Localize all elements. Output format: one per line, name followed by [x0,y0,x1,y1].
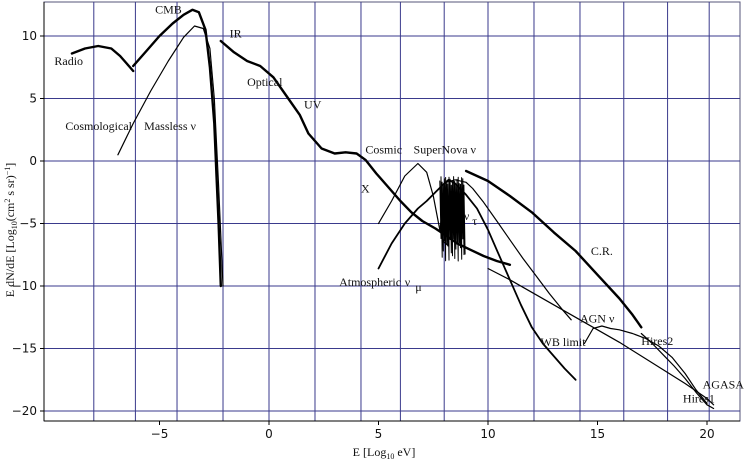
annotation-label: AGASA [703,378,745,392]
annotation-label: Hires1 [683,391,715,405]
annotation-label: C.R. [591,244,613,258]
y-tick-label: −20 [12,404,37,418]
flux-curve [464,169,643,329]
oscillation-spikes [439,176,466,262]
annotation-label: WB limit [541,335,587,349]
flux-curve [583,325,708,405]
annotation-label: Massless ν [144,119,196,133]
flux-curve [219,39,512,266]
flux-curve [377,162,450,247]
flux-curve [70,44,135,73]
oscillation-spike-path [439,176,466,262]
y-tick-label: 0 [29,154,37,168]
annotation-label: IR [230,26,242,40]
x-tick-label: 15 [590,427,605,441]
series [70,8,715,410]
x-tick-label: −5 [151,427,169,441]
y-tick-label: 5 [29,92,37,106]
annotation-label: Hires2 [641,334,673,348]
annotation-label: ν [405,275,411,289]
annotation-label: Optical [247,75,283,89]
y-tick-label: −10 [12,279,37,293]
y-tick-label: 10 [22,29,37,43]
annotation-label: UV [304,98,322,112]
axes [43,2,740,422]
y-tick-label: −5 [19,217,37,231]
x-axis-title: E [Log10 eV] [353,445,416,461]
flux-curve [487,267,715,406]
annotation-label: X [361,181,370,195]
annotation-label: ν [464,209,470,223]
plot-frame [43,1,741,422]
annotation-label: Cosmological [65,119,132,133]
annotation-label: SuperNova ν [414,143,477,157]
x-tick-label: 20 [699,427,714,441]
flux-curve [640,332,715,410]
annotation-label: τ [472,214,477,228]
annotation-label: CMB [155,3,182,17]
flux-curve [439,179,572,321]
flux-curve [377,178,577,381]
y-axis-title: E dN/dE [Log10(cm2 s sr)−1] [3,163,19,298]
x-tick-label: 10 [480,427,495,441]
annotations: CMB IR Radio Optical UV Cosmological Massless … [54,3,744,406]
annotation-label: Atmospheric [339,275,401,289]
y-tick-label: −15 [12,342,37,356]
tick-labels: −5 0 5 10 15 20 10 5 0 −5 −10 −15 −20 [12,29,715,441]
annotation-label: μ [415,280,421,294]
annotation-label: Cosmic [365,143,402,157]
annotation-label: Radio [54,54,83,68]
x-tick-label: 5 [375,427,383,441]
annotation-label: AGN ν [580,311,615,325]
flux-curve [131,8,223,288]
flux-curve [117,25,224,287]
grid [43,1,741,422]
x-tick-label: 0 [265,427,273,441]
